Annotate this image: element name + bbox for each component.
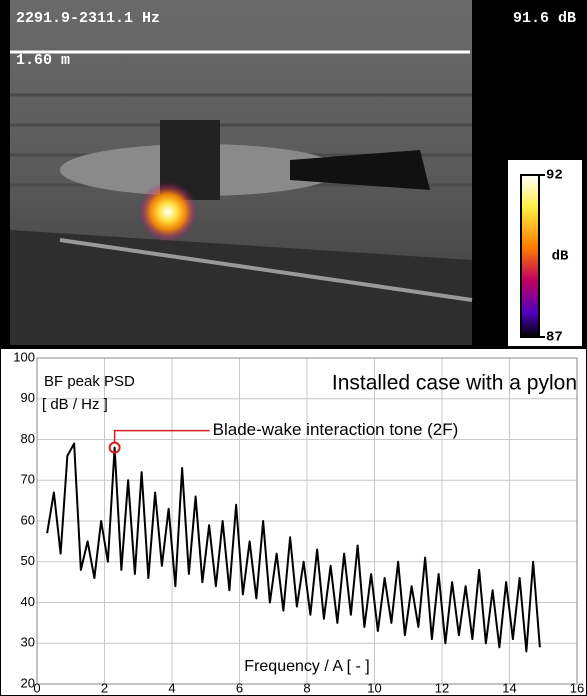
plot-frame [36,357,578,685]
photo [10,0,473,345]
y-tick-label: 30 [21,635,35,650]
x-tick-label: 14 [502,680,516,695]
x-tick-label: 0 [33,680,40,695]
annotation-line [113,429,210,443]
y-tick-label: 80 [21,431,35,446]
x-tick-label: 2 [101,680,108,695]
y-axis-label: BF peak PSD [44,373,135,390]
y-tick-label: 90 [21,390,35,405]
colorbar-label: dB [552,249,569,265]
y-tick-label: 100 [13,349,35,364]
frequency-band: 2291.9-2311.1 Hz [16,10,160,27]
x-tick-label: 4 [168,680,175,695]
annotation-text: Blade-wake interaction tone (2F) [213,420,459,439]
y-tick-label: 20 [21,675,35,690]
x-tick-label: 10 [367,680,381,695]
colorbar [520,174,540,338]
y-tick-label: 50 [21,553,35,568]
x-tick-label: 6 [236,680,243,695]
chart-panel [0,347,587,696]
level: 91.6 dB [513,10,576,27]
x-tick-label: 8 [303,680,310,695]
colorbar-box [508,160,582,346]
colorbar-tick-label: 87 [546,330,563,346]
annotation-marker [108,441,121,454]
chart-title: Installed case with a pylon [332,372,577,395]
x-tick-label: 12 [435,680,449,695]
y-tick-label: 40 [21,594,35,609]
distance: 1.60 m [16,52,70,69]
x-tick-label: 16 [570,680,584,695]
y-tick-label: 70 [21,472,35,487]
colorbar-tick-label: 92 [546,168,563,184]
y-axis-label: [ dB / Hz ] [42,396,108,413]
y-tick-label: 60 [21,512,35,527]
x-axis-label: Frequency / A [ - ] [244,658,369,675]
spectrum-line [46,442,541,653]
